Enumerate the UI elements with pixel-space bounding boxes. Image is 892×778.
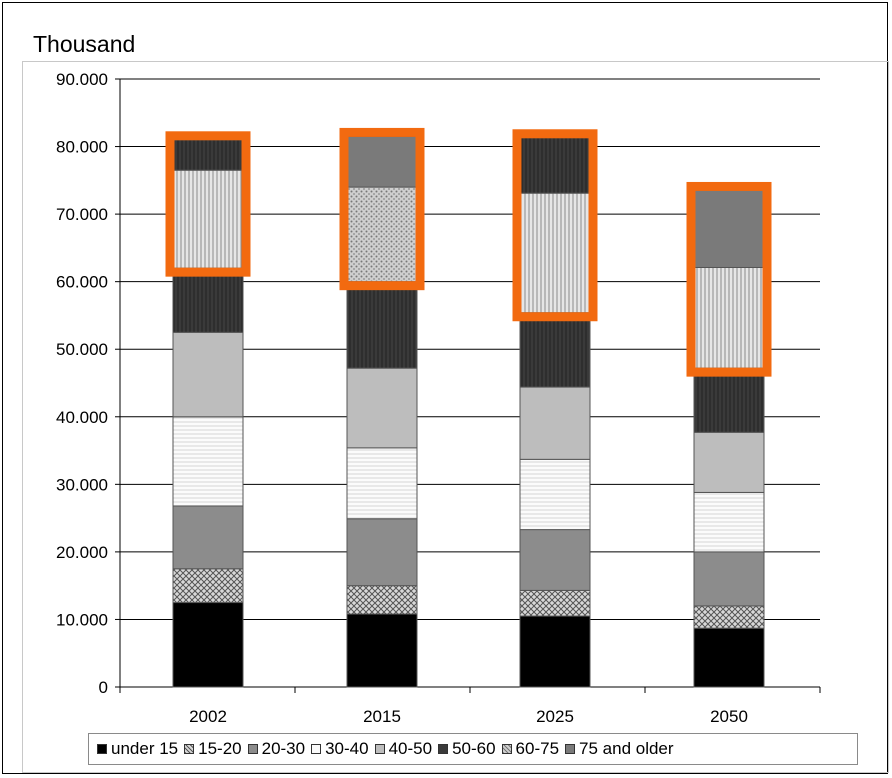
y-tick-label: 40.000 xyxy=(56,408,108,427)
bar-segment-20-30-2050 xyxy=(693,551,765,607)
legend-swatch xyxy=(97,744,107,754)
legend-swatch xyxy=(311,744,322,754)
y-tick-label: 0 xyxy=(99,678,108,697)
legend: under 15 15-20 20-30 30-40 40-50 50-60 60-75 75… xyxy=(88,733,858,765)
legend-swatch xyxy=(438,744,449,754)
legend-label: 60-75 xyxy=(515,739,560,758)
y-tick-label: 80.000 xyxy=(56,138,108,157)
legend-label: 75 and older xyxy=(579,739,674,758)
x-tick-label: 2050 xyxy=(710,707,748,726)
unit-label: Thousand xyxy=(33,31,136,57)
bar-segment-20-30-2025 xyxy=(519,529,591,591)
bar-segment-15-20-2050 xyxy=(693,605,765,629)
y-tick-label: 30.000 xyxy=(56,475,108,494)
y-tick-label: 70.000 xyxy=(56,205,108,224)
bar-segment-40-50-2050 xyxy=(693,431,765,493)
legend-item: 20-30 xyxy=(247,739,306,759)
bar-segment-under-15-2002 xyxy=(172,602,244,688)
legend-swatch xyxy=(501,744,512,754)
bar-segment-75-and-older-2025 xyxy=(519,137,591,194)
x-tick-label: 2025 xyxy=(536,707,574,726)
bar-segment-under-15-2025 xyxy=(519,615,591,688)
legend-item: 60-75 xyxy=(501,739,560,759)
highlight-box-2050 xyxy=(686,181,772,377)
highlights xyxy=(165,127,772,377)
legend-item: 75 and older xyxy=(565,739,674,759)
legend-label: 20-30 xyxy=(261,739,306,758)
legend-item: under 15 xyxy=(97,739,178,759)
y-tick-label: 50.000 xyxy=(56,340,108,359)
legend-swatch xyxy=(184,744,195,754)
bar-segment-60-75-2002 xyxy=(172,169,244,269)
x-tick-label: 2015 xyxy=(363,707,401,726)
legend-swatch xyxy=(374,744,385,754)
bar-segment-30-40-2002 xyxy=(172,416,244,507)
legend-item: 30-40 xyxy=(311,739,369,759)
bars xyxy=(172,135,765,688)
bar-segment-20-30-2015 xyxy=(346,518,418,587)
bar-segment-15-20-2002 xyxy=(172,568,244,604)
legend-label: under 15 xyxy=(111,739,179,758)
bar-segment-30-40-2025 xyxy=(519,458,591,531)
bar-segment-75-and-older-2015 xyxy=(346,135,418,188)
bar-segment-40-50-2015 xyxy=(346,367,418,449)
plot-panel xyxy=(22,61,889,773)
legend-label: 30-40 xyxy=(325,739,369,758)
y-tick-label: 60.000 xyxy=(56,273,108,292)
y-tick-label: 90.000 xyxy=(56,70,108,89)
y-tick-label: 20.000 xyxy=(56,543,108,562)
bar-segment-75-and-older-2002 xyxy=(172,139,244,171)
highlight-box-2002 xyxy=(165,131,251,277)
bar-segment-40-50-2002 xyxy=(172,331,244,418)
legend-item: 15-20 xyxy=(184,739,242,759)
legend-item: 50-60 xyxy=(438,739,496,759)
bar-segment-75-and-older-2050 xyxy=(693,189,765,268)
highlight-box-2015 xyxy=(339,127,425,291)
bar-segment-30-40-2050 xyxy=(693,491,765,553)
highlight-box-2025 xyxy=(512,129,598,322)
bar-segment-under-15-2015 xyxy=(346,613,418,688)
bar-segment-15-20-2025 xyxy=(519,589,591,617)
legend-swatch xyxy=(247,744,258,754)
legend-label: 40-50 xyxy=(388,739,433,758)
bar-segment-15-20-2015 xyxy=(346,585,418,615)
bar-segment-60-75-2025 xyxy=(519,192,591,314)
legend-item: 40-50 xyxy=(374,739,433,759)
y-tick-label: 10.000 xyxy=(56,610,108,629)
bar-segment-60-75-2050 xyxy=(693,266,765,369)
bar-segment-under-15-2050 xyxy=(693,627,765,688)
legend-swatch xyxy=(565,744,576,754)
legend-label: 15-20 xyxy=(198,739,242,758)
bar-segment-30-40-2015 xyxy=(346,447,418,520)
bar-segment-60-75-2015 xyxy=(346,186,418,283)
bar-segment-40-50-2025 xyxy=(519,386,591,460)
bar-segment-50-60-2002 xyxy=(172,267,244,333)
legend-label: 50-60 xyxy=(452,739,496,758)
bar-segment-20-30-2002 xyxy=(172,505,244,570)
bar-segment-50-60-2025 xyxy=(519,312,591,388)
bar-segment-50-60-2015 xyxy=(346,281,418,369)
bar-segment-50-60-2050 xyxy=(693,367,765,433)
x-tick-label: 2002 xyxy=(189,707,227,726)
